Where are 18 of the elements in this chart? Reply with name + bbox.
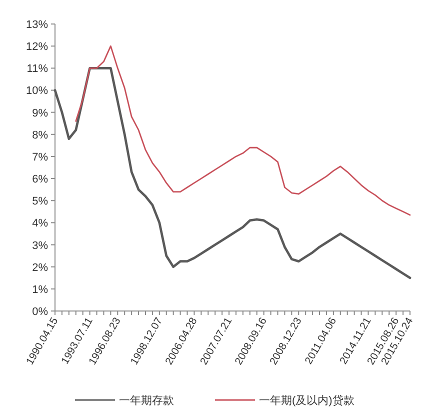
y-tick-label: 1% — [32, 284, 48, 296]
y-tick-label: 8% — [32, 129, 48, 142]
legend-label: 一年期存款 — [119, 395, 174, 407]
y-tick-label: 6% — [32, 174, 48, 186]
y-tick-label: 7% — [32, 151, 48, 164]
y-tick-label: 3% — [32, 240, 48, 252]
y-tick-label: 2% — [32, 262, 48, 274]
y-tick-label: 0% — [32, 306, 48, 318]
y-tick-label: 9% — [32, 107, 48, 120]
y-tick-label: 5% — [32, 196, 48, 208]
line-series — [54, 66, 412, 280]
y-tick-label: 11% — [26, 63, 48, 76]
y-tick-label: 13% — [26, 19, 48, 31]
y-tick-label: 12% — [26, 41, 48, 54]
y-tick-label: 4% — [32, 218, 48, 230]
y-tick-label: 10% — [26, 85, 48, 98]
line-series — [75, 45, 411, 216]
legend-label: 一年期(及以内)贷款 — [259, 394, 354, 407]
